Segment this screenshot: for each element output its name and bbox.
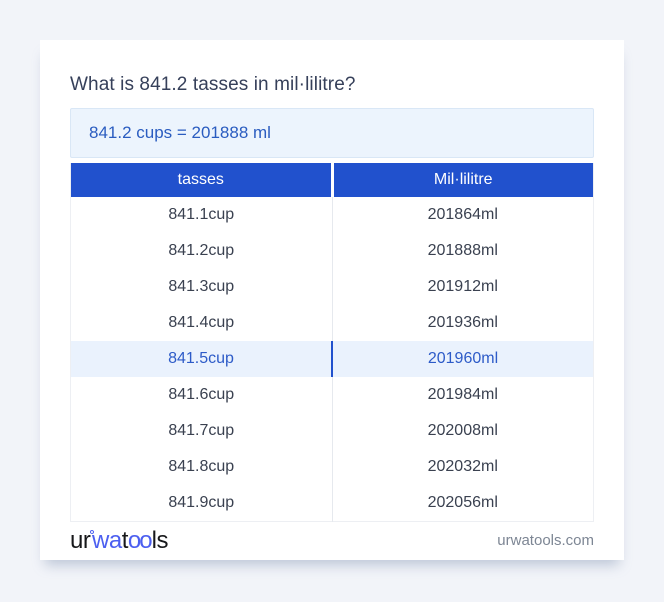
millilitre-cell: 201864ml — [331, 197, 594, 233]
conversion-table: tasses Mil·lilitre 841.1cup 201864ml 841… — [70, 163, 594, 522]
website-domain: urwatools.com — [497, 531, 594, 549]
conversion-result-box: 841.2 cups = 201888 ml — [70, 108, 594, 158]
column-header-tasses: tasses — [70, 163, 332, 197]
table-row: 841.7cup 202008ml — [71, 413, 594, 449]
converter-card: What is 841.2 tasses in mil·lilitre? 841… — [40, 40, 624, 560]
table-row: 841.8cup 202032ml — [71, 449, 594, 485]
logo-text-wa: wa — [92, 526, 122, 554]
urwatools-logo[interactable]: ur°watools — [70, 528, 168, 553]
column-header-millilitre: Mil·lilitre — [330, 163, 594, 197]
table-row: 841.6cup 201984ml — [71, 377, 594, 413]
table-row: 841.4cup 201936ml — [71, 305, 594, 341]
page-title: What is 841.2 tasses in mil·lilitre? — [70, 74, 356, 95]
table-row: 841.5cup 201960ml — [70, 341, 594, 377]
table-body: 841.1cup 201864ml 841.2cup 201888ml 841.… — [70, 197, 594, 521]
tasses-cell: 841.2cup — [168, 242, 235, 259]
table-row: 841.1cup 201864ml — [71, 197, 594, 233]
table-row: 841.3cup 201912ml — [71, 269, 594, 305]
tasses-cell: 841.7cup — [168, 422, 235, 439]
tasses-cell: 841.9cup — [168, 493, 235, 511]
conversion-result-text: 841.2 cups = 201888 ml — [89, 123, 271, 142]
millilitre-cell: 201888ml — [331, 233, 594, 269]
table-header: tasses Mil·lilitre — [70, 163, 594, 197]
logo-glasses-oo: oo — [127, 526, 153, 554]
millilitre-cell: 202032ml — [331, 449, 594, 485]
table-row: 841.2cup 201888ml — [71, 233, 594, 269]
tasses-cell: 841.4cup — [168, 314, 235, 331]
tasses-cell: 841.5cup — [70, 341, 332, 377]
card-footer: ur°watools urwatools.com — [70, 522, 594, 559]
logo-ring-icon: ° — [89, 526, 95, 542]
millilitre-cell: 202008ml — [331, 413, 594, 449]
millilitre-cell: 202056ml — [331, 485, 594, 521]
tasses-cell: 841.6cup — [168, 386, 235, 403]
logo-text-ur: ur — [70, 526, 91, 554]
logo-text-t: t — [121, 526, 129, 554]
tasses-cell: 841.8cup — [168, 458, 235, 475]
millilitre-cell: 201912ml — [331, 269, 594, 305]
tasses-cell: 841.3cup — [168, 278, 235, 295]
table-header-row: tasses Mil·lilitre — [70, 163, 594, 197]
table-row: 841.9cup 202056ml — [71, 485, 594, 521]
millilitre-cell: 201984ml — [331, 377, 594, 413]
millilitre-cell: 201936ml — [331, 305, 594, 341]
logo-text-ls: ls — [151, 526, 169, 554]
tasses-cell: 841.1cup — [168, 206, 235, 223]
millilitre-cell: 201960ml — [331, 341, 594, 377]
